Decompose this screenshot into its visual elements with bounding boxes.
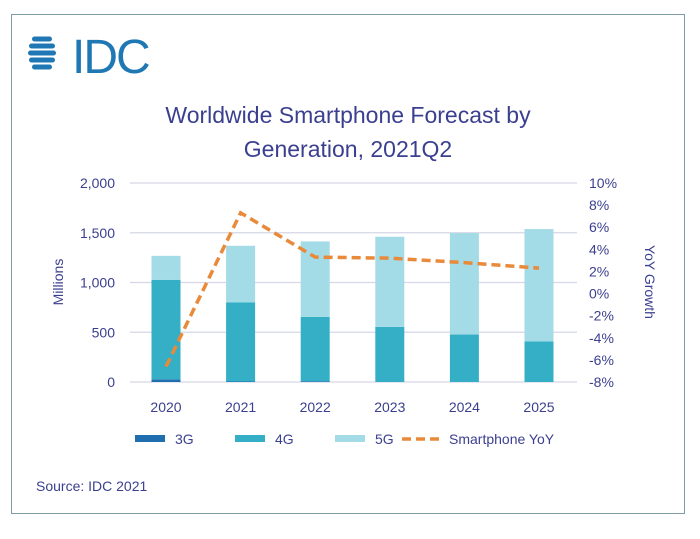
- x-tick-label: 2022: [300, 399, 331, 415]
- logo-text: IDC: [72, 31, 149, 84]
- legend-swatch-4G: [235, 435, 265, 442]
- bar-5G: [151, 255, 181, 280]
- y-tick-label: 0: [107, 374, 115, 390]
- y2-tick-label: 10%: [589, 175, 617, 191]
- x-tick-label: 2024: [449, 399, 480, 415]
- bar-4G: [226, 302, 256, 382]
- bar-4G: [524, 341, 554, 382]
- legend-swatch-5G: [335, 435, 365, 442]
- bar-5G: [375, 236, 405, 327]
- idc-logo: [28, 36, 56, 70]
- bar-3G: [300, 381, 330, 382]
- legend-label: Smartphone YoY: [449, 431, 555, 447]
- y2-tick-label: 0%: [589, 286, 609, 302]
- logo-stripe: [29, 43, 55, 49]
- legend-label: 5G: [375, 431, 394, 447]
- y2-tick-label: -4%: [589, 330, 614, 346]
- y-tick-label: 1,500: [80, 225, 115, 241]
- bar-5G: [524, 229, 554, 342]
- bar-4G: [449, 334, 479, 382]
- y2-tick-label: -8%: [589, 374, 614, 390]
- logo-stripe: [32, 64, 52, 70]
- bar-5G: [449, 233, 479, 335]
- legend-label: 4G: [275, 431, 294, 447]
- chart-card: [11, 14, 685, 514]
- chart-title-line: Worldwide Smartphone Forecast by: [165, 102, 531, 128]
- y2-tick-label: 4%: [589, 241, 609, 257]
- bar-3G: [151, 379, 181, 382]
- y2-tick-label: 2%: [589, 263, 609, 279]
- y2-tick-label: 8%: [589, 197, 609, 213]
- bar-5G: [226, 245, 256, 303]
- y2-tick-label: -6%: [589, 352, 614, 368]
- yoy-line: [164, 210, 540, 368]
- y-tick-label: 2,000: [80, 175, 115, 191]
- source-note: Source: IDC 2021: [36, 478, 147, 494]
- x-tick-label: 2023: [374, 399, 405, 415]
- y-tick-label: 500: [92, 324, 116, 340]
- logo-stripe: [29, 57, 55, 63]
- y-tick-label: 1,000: [80, 275, 115, 291]
- y2-axis-label: YoY Growth: [642, 245, 658, 319]
- x-tick-label: 2025: [523, 399, 554, 415]
- x-tick-label: 2021: [225, 399, 256, 415]
- chart-title-line: Generation, 2021Q2: [244, 136, 452, 162]
- x-tick-label: 2020: [150, 399, 181, 415]
- bar-5G: [300, 241, 330, 317]
- y-axis-label: Millions: [50, 259, 66, 306]
- y2-tick-label: -2%: [589, 308, 614, 324]
- legend-label: 3G: [175, 431, 194, 447]
- legend-swatch-3G: [135, 435, 165, 442]
- logo-stripe: [28, 50, 56, 56]
- y2-tick-label: 6%: [589, 219, 609, 235]
- bar-4G: [375, 326, 405, 382]
- bar-4G: [300, 316, 330, 382]
- logo-stripe: [32, 36, 52, 42]
